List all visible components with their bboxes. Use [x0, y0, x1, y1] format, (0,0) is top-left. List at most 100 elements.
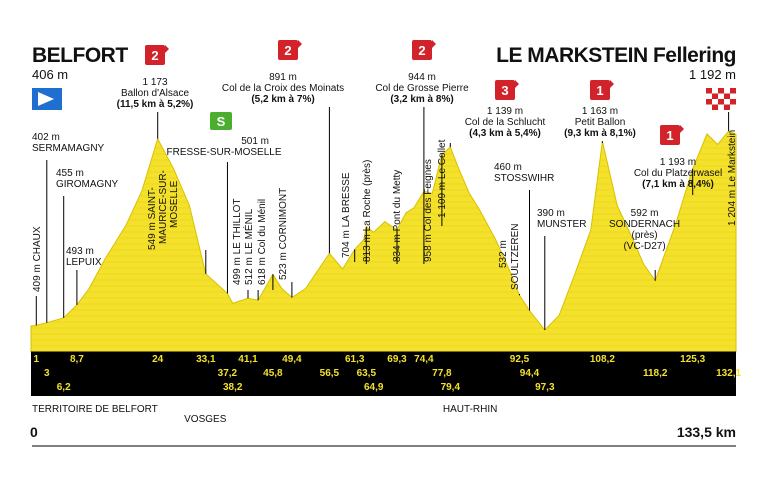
km-tick-label: 118,2 [643, 368, 668, 379]
climb-altitude: 944 m [408, 72, 436, 83]
climb-badge: 2 [412, 40, 436, 60]
climb-category-number: 2 [151, 48, 158, 63]
climb-category-number: 2 [418, 43, 425, 58]
climb-category-flag [495, 80, 515, 100]
finish-flag-square [706, 99, 712, 105]
place-label-vertical: SOULTZEREN [510, 223, 521, 291]
region-label: HAUT-RHIN [442, 404, 498, 415]
place-label-vertical: 618 m Col du Ménil [257, 198, 268, 285]
place-label-vertical: 958 m Col des Feignes [423, 159, 434, 262]
km-tick-label: 97,3 [535, 382, 555, 393]
climb-detail: (11,5 km à 5,2%) [116, 99, 194, 110]
climb-label: 1 139 m Col de la Schlucht (4,3 km à 5,4%) [415, 106, 595, 139]
km-tick-label: 45,8 [263, 368, 283, 379]
place-label: 402 m SERMAMAGNY [32, 132, 104, 154]
km-tick-label: 37,2 [218, 368, 238, 379]
finish-flag-square [730, 93, 736, 99]
start-altitude: 406 m [32, 67, 69, 82]
climb-altitude: 1 163 m [581, 106, 619, 117]
place-text: 402 m [32, 132, 60, 143]
place-label-vertical: 549 m SAINT- [147, 187, 158, 250]
place-text: 592 m [630, 208, 659, 219]
km-tick-label: 79,4 [441, 382, 461, 393]
place-label: 390 m MUNSTER [537, 208, 586, 230]
climb-badge: 1 [590, 80, 614, 100]
place-label-vertical: 532 m [498, 240, 509, 268]
km-tick-label: 132,1 [716, 368, 741, 379]
climb-flag-tail [515, 80, 519, 88]
place-label-vertical: 523 m CORNIMONT [278, 187, 289, 280]
climb-flag-tail [610, 80, 614, 88]
climb-label: 891 m Col de la Croix des Moinats (5,2 km … [193, 72, 373, 105]
place-label-vertical: MAURICE-SUR- [158, 170, 169, 244]
km-tick-label: 108,2 [590, 354, 615, 365]
climb-badge: 1 [660, 125, 684, 145]
km-tick-label: 6,2 [57, 382, 71, 393]
climb-altitude: 891 m [269, 72, 297, 83]
finish-flag-square [712, 104, 718, 110]
finish-flag-square [712, 93, 718, 99]
climb-badge: 3 [495, 80, 519, 100]
climb-category-flag [145, 45, 165, 65]
km-tick-label: 41,1 [238, 354, 258, 365]
place-label-vertical: 813 m La Roche (près) [362, 159, 373, 262]
km-tick-label: 3 [44, 368, 50, 379]
km-tick-label: 38,2 [223, 382, 243, 393]
place-text: (près) [631, 230, 658, 241]
total-distance: 133,5 km [676, 424, 736, 440]
place-text: 493 m [66, 246, 94, 257]
finish-flag-square [730, 104, 736, 110]
km-tick-label: 24 [152, 354, 164, 365]
climb-flag-tail [165, 45, 169, 53]
finish-flag-square [724, 99, 730, 105]
place-text: 390 m [537, 208, 565, 219]
finish-flag-square [718, 88, 724, 94]
sprint-altitude: 501 m [241, 136, 269, 147]
start-flag-arrow [38, 92, 54, 106]
climb-category-flag [590, 80, 610, 100]
place-label: 493 m LEPUIX [66, 246, 102, 268]
place-label-vertical: 512 m LE MÉNIL [244, 208, 255, 285]
climb-badge: 2 [278, 40, 302, 60]
climb-category-number: 1 [666, 128, 673, 143]
climb-category-number: 1 [596, 83, 603, 98]
finish-altitude: 1 192 m [689, 67, 736, 82]
climb-label: 1 193 m Col du Platzerwasel (7,1 km à 8,4%… [588, 157, 768, 190]
finish-flag-square [706, 104, 712, 110]
climb-name: Ballon d'Alsace [120, 88, 190, 99]
km-tick-label: 63,5 [357, 368, 377, 379]
climb-flag-tail [298, 40, 302, 48]
sprint-label: 501 m FRESSE-SUR-MOSELLE [159, 136, 289, 158]
climb-badge: 2 [145, 45, 169, 65]
place-label: 460 m STOSSWIHR [494, 162, 554, 184]
climb-category-flag [660, 125, 680, 145]
finish-flag-square [712, 88, 718, 94]
place-label-vertical: 499 m LE THILLOT [232, 198, 243, 285]
place-label-vertical: 1 204 m Le Markstein [727, 129, 738, 226]
place-label-vertical: 704 m LA BRESSE [341, 172, 352, 258]
finish-flag-square [712, 99, 718, 105]
finish-flag-square [706, 93, 712, 99]
km-tick-label: 1 [34, 354, 40, 365]
km-tick-label: 92,5 [510, 354, 530, 365]
finish-flag-square [718, 104, 724, 110]
place-text: STOSSWIHR [494, 173, 555, 184]
place-text: SERMAMAGNY [32, 143, 105, 154]
climb-name: Col de la Croix des Moinats [221, 83, 345, 94]
place-text: 455 m [56, 168, 84, 179]
finish-flag-square [730, 99, 736, 105]
start-flag [32, 88, 62, 110]
climb-label: 1 163 m Petit Ballon (9,3 km à 8,1%) [510, 106, 690, 139]
sprint-flag [210, 112, 232, 130]
climb-detail: (7,1 km à 8,4%) [642, 179, 714, 190]
climb-altitude: 1 173 [142, 77, 168, 88]
km-tick-label: 8,7 [70, 354, 84, 365]
climb-category-number: 3 [501, 83, 508, 98]
start-km: 0 [30, 424, 38, 440]
start-town: BELFORT [32, 44, 128, 67]
climb-name: Col de la Schlucht [464, 117, 546, 128]
climb-category-flag [412, 40, 432, 60]
place-label-vertical: 834 m Pont du Metty [392, 169, 403, 262]
climb-category-flag [278, 40, 298, 60]
